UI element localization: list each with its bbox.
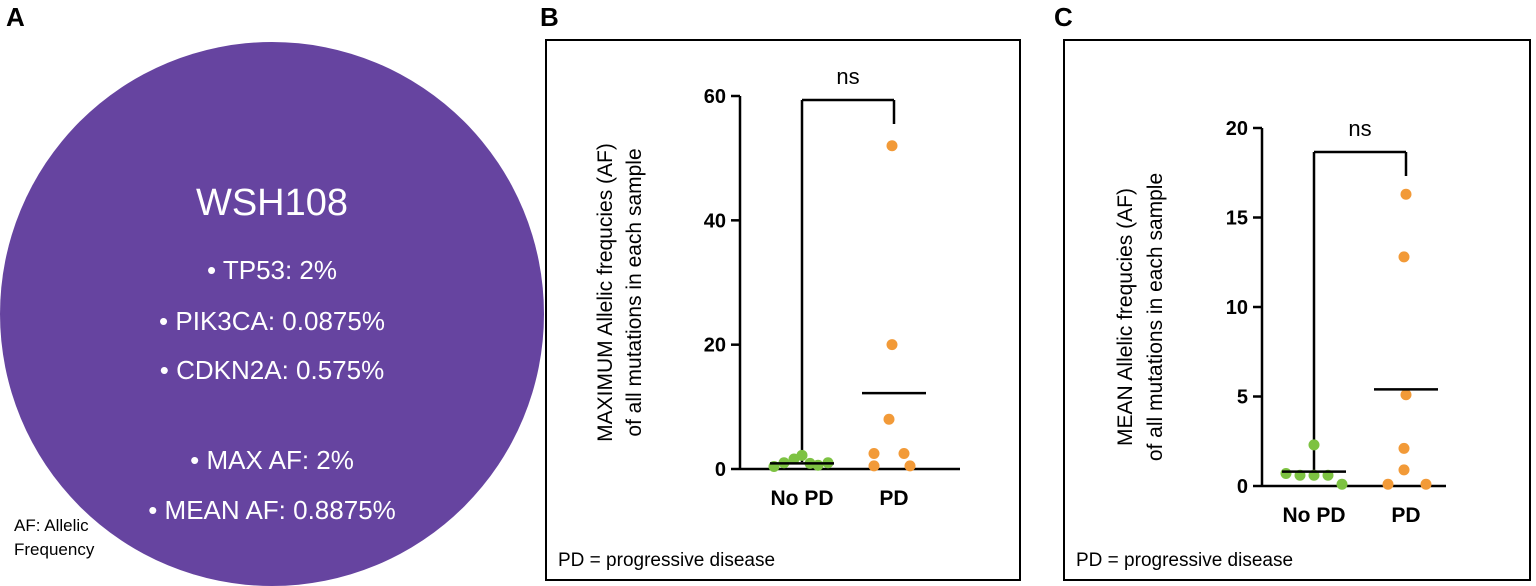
- mutation-item-cdkn2a: • CDKN2A: 0.575%: [0, 355, 544, 386]
- sample-name: WSH108: [195, 182, 349, 224]
- x-category-label: PD: [1391, 504, 1420, 527]
- y-tick-label: 20: [704, 335, 726, 357]
- mutation-text: CDKN2A: 0.575%: [176, 355, 385, 385]
- bullet-icon: •: [148, 495, 158, 525]
- data-point-no-pd: [1336, 478, 1348, 490]
- data-point-pd: [886, 140, 898, 152]
- data-point-pd: [886, 339, 898, 351]
- purple-circle: [0, 42, 544, 586]
- y-tick-label: 15: [1226, 208, 1248, 230]
- data-point-no-pd: [1280, 467, 1292, 479]
- bullet-icon: •: [159, 306, 169, 336]
- mean-af-item: • MEAN AF: 0.8875%: [0, 495, 544, 526]
- bullet-icon: •: [159, 355, 169, 385]
- panel-footnote: PD = progressive disease: [1076, 550, 1293, 571]
- data-point-pd: [1398, 464, 1410, 476]
- y-axis-label-line2: of all mutations in each sample: [623, 148, 646, 436]
- data-point-no-pd: [796, 449, 808, 461]
- y-tick-label: 20: [1226, 118, 1248, 140]
- data-point-pd: [898, 447, 910, 459]
- data-point-pd: [1420, 478, 1432, 490]
- data-point-pd: [883, 413, 895, 425]
- y-tick-label: 60: [704, 86, 726, 108]
- significance-label: ns: [1348, 116, 1371, 141]
- x-category-label: No PD: [1283, 504, 1346, 527]
- data-point-no-pd: [1308, 439, 1320, 451]
- y-tick-label: 5: [1237, 387, 1248, 409]
- panel-frame: [1063, 39, 1531, 581]
- data-point-pd: [1400, 389, 1412, 401]
- bullet-icon: •: [190, 445, 200, 475]
- mutation-text: TP53: 2%: [222, 255, 338, 285]
- panel-label-a: A: [6, 2, 25, 32]
- max-af-item: • MAX AF: 2%: [0, 445, 544, 476]
- x-category-label: PD: [879, 487, 908, 510]
- summary-text: MEAN AF: 0.8875%: [164, 495, 396, 525]
- panel-footnote: PD = progressive disease: [558, 550, 775, 571]
- data-point-pd: [1382, 478, 1394, 490]
- summary-text: MAX AF: 2%: [206, 445, 354, 475]
- y-tick-label: 10: [1226, 297, 1248, 319]
- significance-label: ns: [836, 64, 859, 89]
- bullet-icon: •: [206, 255, 217, 285]
- y-tick-label: 40: [704, 210, 726, 232]
- mutation-item-pik3ca: • PIK3CA: 0.0875%: [0, 306, 544, 337]
- data-point-pd: [1398, 251, 1410, 263]
- y-axis-label-line1: MAXIMUM Allelic frequcies (AF): [594, 143, 617, 442]
- mutation-text: PIK3CA: 0.0875%: [175, 306, 385, 336]
- y-axis-label-line2: of all mutations in each sample: [1144, 173, 1167, 461]
- data-point-pd: [868, 447, 880, 459]
- mutation-item-tp53: • TP53: 2%: [0, 255, 544, 286]
- af-footnote: AF: Allelic Frequency: [14, 514, 94, 562]
- circle-background: [0, 42, 544, 586]
- x-category-label: No PD: [771, 487, 834, 510]
- panel-label-b: B: [540, 2, 559, 32]
- data-point-pd: [1400, 188, 1412, 200]
- af-footnote-line1: AF: Allelic: [14, 516, 89, 535]
- data-point-pd: [904, 460, 916, 472]
- panel-a: WSH108 • TP53: 2% • PIK3CA: 0.0875% • CD…: [0, 42, 544, 586]
- panel-frame: [545, 39, 1021, 581]
- panel-label-c: C: [1054, 2, 1073, 32]
- data-point-pd: [1398, 442, 1410, 454]
- y-axis-label-line1: MEAN Allelic frequcies (AF): [1114, 188, 1137, 446]
- y-tick-label: 0: [1237, 476, 1248, 498]
- data-point-pd: [868, 460, 880, 472]
- af-footnote-line2: Frequency: [14, 540, 95, 559]
- y-tick-label: 0: [715, 459, 726, 481]
